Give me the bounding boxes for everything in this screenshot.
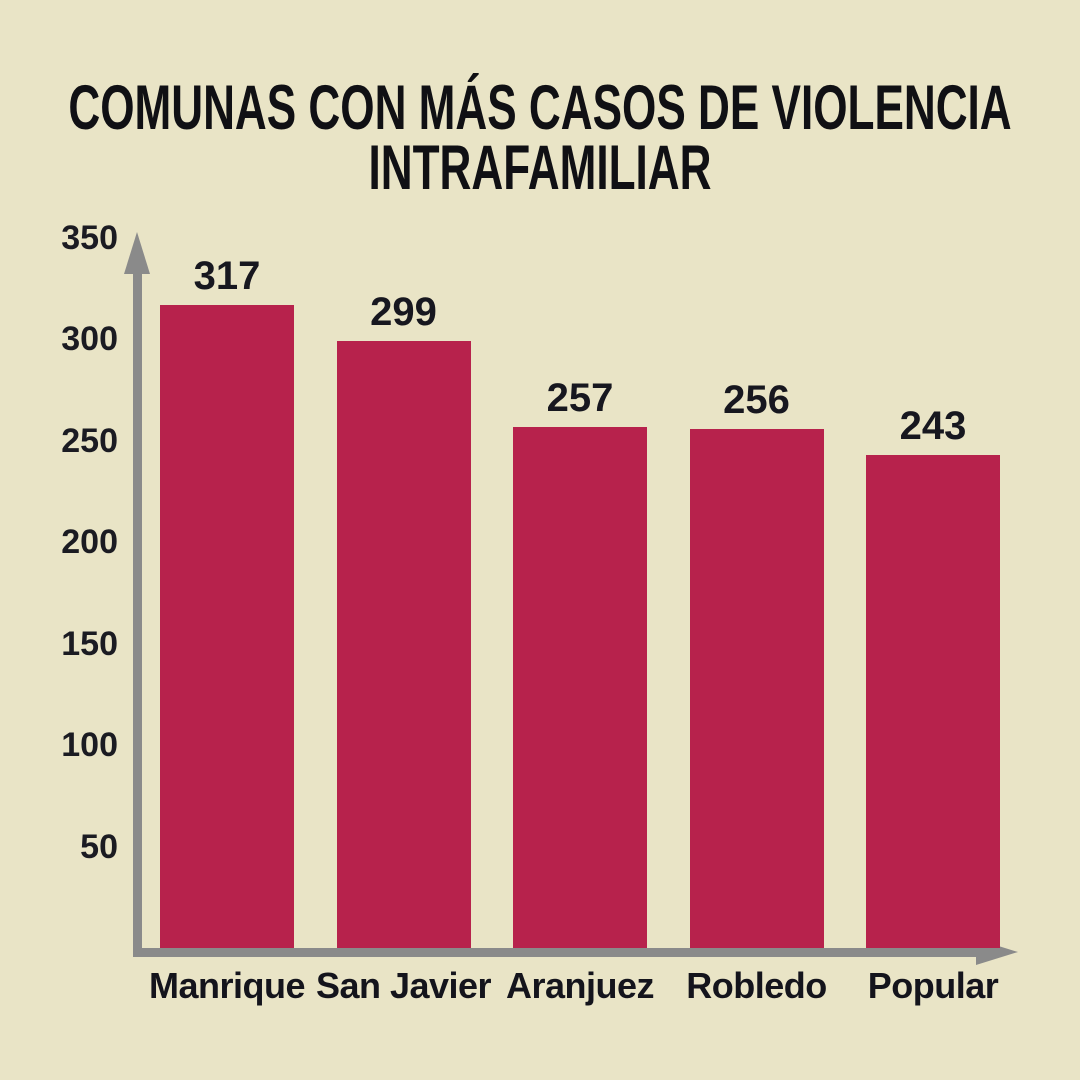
bar-value-label: 299 <box>370 290 437 334</box>
x-category-label: Manrique <box>149 966 306 1006</box>
bar-san-javier: 299 <box>336 291 471 948</box>
x-category-label-text: Popular <box>867 965 999 1006</box>
x-category-label: San Javier <box>316 966 492 1006</box>
chart-title: COMUNAS CON MÁS CASOS DE VIOLENCIA INTRA… <box>68 73 1012 203</box>
y-tick-label: 300 <box>61 320 118 359</box>
y-axis-line <box>133 260 142 956</box>
x-axis-labels: Manrique San Javier Aranjuez Robledo Popular <box>149 966 1000 1006</box>
x-category-label-text: Manrique <box>149 965 306 1006</box>
y-tick-label: 50 <box>80 827 118 866</box>
bar-aranjuez: 257 <box>513 377 647 948</box>
x-category-label: Aranjuez <box>506 966 655 1006</box>
chart-title-line-1: COMUNAS CON MÁS CASOS DE VIOLENCIA <box>68 73 1012 143</box>
x-category-label-text: San Javier <box>315 965 492 1006</box>
x-axis-line <box>133 948 978 957</box>
y-axis-arrow-icon <box>124 232 150 274</box>
x-category-label-text: Aranjuez <box>505 965 655 1006</box>
y-tick-label: 100 <box>61 726 118 765</box>
x-category-label-text: Robledo <box>686 965 827 1006</box>
y-tick-label: 350 <box>61 219 118 257</box>
bar-value-label: 243 <box>899 404 967 448</box>
chart-title-line-2: INTRAFAMILIAR <box>368 133 712 203</box>
bar-manrique: 317 <box>160 255 294 948</box>
bar-value-label: 317 <box>193 254 261 298</box>
y-tick-label: 150 <box>61 624 118 663</box>
bars-group: 317 299 257 256 243 <box>160 238 1000 948</box>
bar-value-label: 257 <box>546 376 614 420</box>
x-category-label: Robledo <box>686 966 827 1006</box>
y-tick-label: 200 <box>61 523 118 562</box>
y-tick-label: 250 <box>61 421 118 460</box>
bar-value-label: 256 <box>723 378 790 422</box>
bar-robledo: 256 <box>689 379 824 948</box>
bar-popular: 243 <box>866 405 1000 948</box>
x-category-label: Popular <box>866 966 1000 1006</box>
